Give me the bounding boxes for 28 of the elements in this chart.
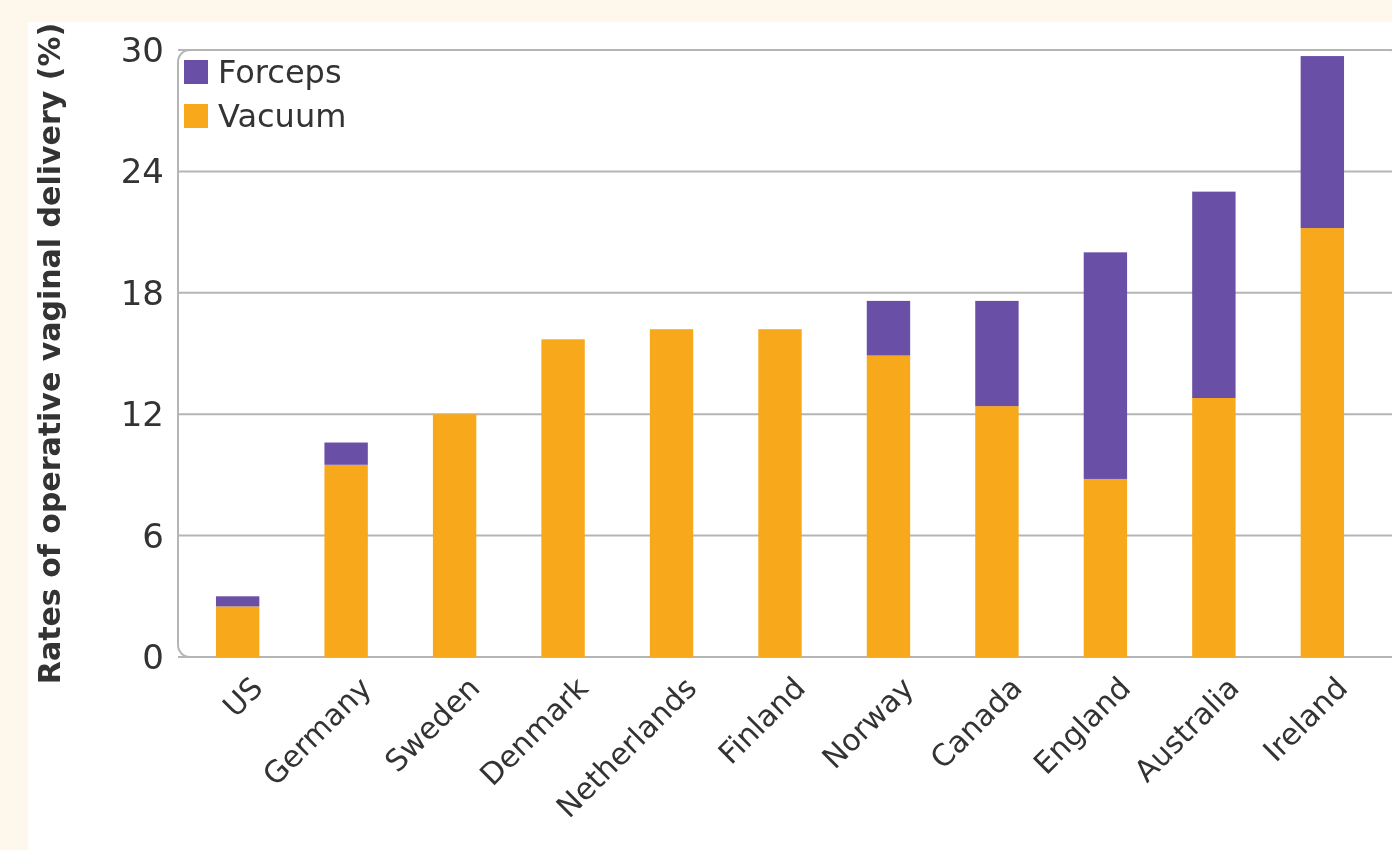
legend-label: Forceps <box>218 53 342 92</box>
bar <box>1083 478 1128 657</box>
bar <box>1192 191 1236 399</box>
bar <box>1083 252 1128 479</box>
bar <box>866 300 911 356</box>
bar <box>649 329 694 657</box>
bar <box>215 596 260 607</box>
bar <box>215 606 260 657</box>
legend-label: Vacuum <box>218 97 347 136</box>
bar <box>866 355 911 657</box>
bar <box>975 300 1019 407</box>
bar <box>324 464 368 657</box>
x-tick-label: US <box>215 670 270 724</box>
y-tick-label: 18 <box>120 272 164 313</box>
bar <box>975 406 1019 657</box>
y-tick-label: 30 <box>120 29 164 70</box>
bar <box>432 414 477 657</box>
y-tick-label: 12 <box>120 394 164 435</box>
y-axis-title: Rates of operative vaginal delivery (%) <box>32 22 67 685</box>
bar <box>1300 228 1345 657</box>
y-tick-label: 24 <box>120 151 164 192</box>
bar <box>1192 398 1236 657</box>
bar <box>541 339 585 657</box>
y-tick-label: 6 <box>142 515 164 556</box>
bar <box>758 329 802 657</box>
bar <box>324 442 368 465</box>
bar <box>1300 56 1345 229</box>
y-tick-label: 0 <box>142 636 164 677</box>
